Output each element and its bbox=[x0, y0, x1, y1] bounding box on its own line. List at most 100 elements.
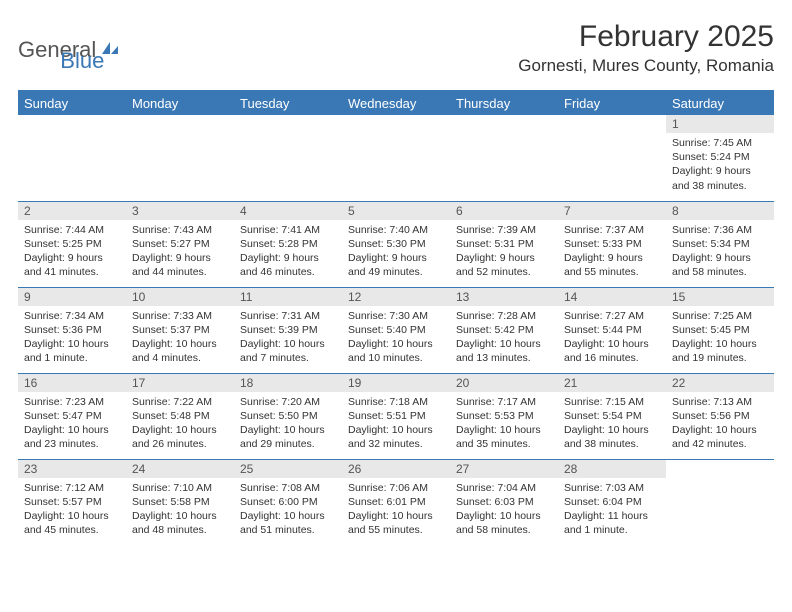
weekday-header: Sunday bbox=[18, 91, 126, 115]
day-number: 10 bbox=[126, 288, 234, 306]
day-cell: 13Sunrise: 7:28 AMSunset: 5:42 PMDayligh… bbox=[450, 287, 558, 373]
day-cell: 22Sunrise: 7:13 AMSunset: 5:56 PMDayligh… bbox=[666, 373, 774, 459]
day-cell: 1Sunrise: 7:45 AMSunset: 5:24 PMDaylight… bbox=[666, 115, 774, 201]
day-cell: 9Sunrise: 7:34 AMSunset: 5:36 PMDaylight… bbox=[18, 287, 126, 373]
day-number: 15 bbox=[666, 288, 774, 306]
day-details: Sunrise: 7:34 AMSunset: 5:36 PMDaylight:… bbox=[18, 306, 126, 370]
weekday-header: Tuesday bbox=[234, 91, 342, 115]
header: General Blue February 2025 Gornesti, Mur… bbox=[18, 20, 774, 76]
empty-cell bbox=[666, 459, 774, 545]
day-details: Sunrise: 7:23 AMSunset: 5:47 PMDaylight:… bbox=[18, 392, 126, 456]
weekday-header: Friday bbox=[558, 91, 666, 115]
day-details: Sunrise: 7:36 AMSunset: 5:34 PMDaylight:… bbox=[666, 220, 774, 284]
day-details: Sunrise: 7:40 AMSunset: 5:30 PMDaylight:… bbox=[342, 220, 450, 284]
day-number: 13 bbox=[450, 288, 558, 306]
day-details: Sunrise: 7:31 AMSunset: 5:39 PMDaylight:… bbox=[234, 306, 342, 370]
day-details: Sunrise: 7:27 AMSunset: 5:44 PMDaylight:… bbox=[558, 306, 666, 370]
day-number: 22 bbox=[666, 374, 774, 392]
location: Gornesti, Mures County, Romania bbox=[518, 56, 774, 76]
day-cell: 23Sunrise: 7:12 AMSunset: 5:57 PMDayligh… bbox=[18, 459, 126, 545]
weekday-header: Monday bbox=[126, 91, 234, 115]
weekday-header: Thursday bbox=[450, 91, 558, 115]
empty-cell bbox=[450, 115, 558, 201]
calendar-row: 2Sunrise: 7:44 AMSunset: 5:25 PMDaylight… bbox=[18, 201, 774, 287]
day-details: Sunrise: 7:37 AMSunset: 5:33 PMDaylight:… bbox=[558, 220, 666, 284]
weekday-header-row: Sunday Monday Tuesday Wednesday Thursday… bbox=[18, 91, 774, 115]
day-cell: 19Sunrise: 7:18 AMSunset: 5:51 PMDayligh… bbox=[342, 373, 450, 459]
day-details: Sunrise: 7:15 AMSunset: 5:54 PMDaylight:… bbox=[558, 392, 666, 456]
day-number: 25 bbox=[234, 460, 342, 478]
day-number: 19 bbox=[342, 374, 450, 392]
day-details: Sunrise: 7:43 AMSunset: 5:27 PMDaylight:… bbox=[126, 220, 234, 284]
empty-cell bbox=[18, 115, 126, 201]
weekday-header: Wednesday bbox=[342, 91, 450, 115]
day-cell: 8Sunrise: 7:36 AMSunset: 5:34 PMDaylight… bbox=[666, 201, 774, 287]
day-cell: 4Sunrise: 7:41 AMSunset: 5:28 PMDaylight… bbox=[234, 201, 342, 287]
day-details: Sunrise: 7:45 AMSunset: 5:24 PMDaylight:… bbox=[666, 133, 774, 197]
day-number: 17 bbox=[126, 374, 234, 392]
day-cell: 24Sunrise: 7:10 AMSunset: 5:58 PMDayligh… bbox=[126, 459, 234, 545]
day-number: 27 bbox=[450, 460, 558, 478]
day-cell: 18Sunrise: 7:20 AMSunset: 5:50 PMDayligh… bbox=[234, 373, 342, 459]
day-number: 21 bbox=[558, 374, 666, 392]
calendar-row: 16Sunrise: 7:23 AMSunset: 5:47 PMDayligh… bbox=[18, 373, 774, 459]
day-number: 24 bbox=[126, 460, 234, 478]
day-details: Sunrise: 7:03 AMSunset: 6:04 PMDaylight:… bbox=[558, 478, 666, 542]
day-number: 20 bbox=[450, 374, 558, 392]
day-cell: 11Sunrise: 7:31 AMSunset: 5:39 PMDayligh… bbox=[234, 287, 342, 373]
day-cell: 15Sunrise: 7:25 AMSunset: 5:45 PMDayligh… bbox=[666, 287, 774, 373]
empty-cell bbox=[126, 115, 234, 201]
calendar-row: 1Sunrise: 7:45 AMSunset: 5:24 PMDaylight… bbox=[18, 115, 774, 201]
day-details: Sunrise: 7:04 AMSunset: 6:03 PMDaylight:… bbox=[450, 478, 558, 542]
day-cell: 25Sunrise: 7:08 AMSunset: 6:00 PMDayligh… bbox=[234, 459, 342, 545]
day-number: 8 bbox=[666, 202, 774, 220]
day-number: 12 bbox=[342, 288, 450, 306]
calendar-body: 1Sunrise: 7:45 AMSunset: 5:24 PMDaylight… bbox=[18, 115, 774, 545]
day-number: 2 bbox=[18, 202, 126, 220]
month-title: February 2025 bbox=[518, 20, 774, 54]
day-number: 6 bbox=[450, 202, 558, 220]
day-details: Sunrise: 7:12 AMSunset: 5:57 PMDaylight:… bbox=[18, 478, 126, 542]
day-number: 14 bbox=[558, 288, 666, 306]
day-cell: 27Sunrise: 7:04 AMSunset: 6:03 PMDayligh… bbox=[450, 459, 558, 545]
day-number: 5 bbox=[342, 202, 450, 220]
day-details: Sunrise: 7:06 AMSunset: 6:01 PMDaylight:… bbox=[342, 478, 450, 542]
day-number: 4 bbox=[234, 202, 342, 220]
day-number: 7 bbox=[558, 202, 666, 220]
day-cell: 21Sunrise: 7:15 AMSunset: 5:54 PMDayligh… bbox=[558, 373, 666, 459]
day-number: 11 bbox=[234, 288, 342, 306]
day-details: Sunrise: 7:33 AMSunset: 5:37 PMDaylight:… bbox=[126, 306, 234, 370]
day-details: Sunrise: 7:39 AMSunset: 5:31 PMDaylight:… bbox=[450, 220, 558, 284]
day-cell: 6Sunrise: 7:39 AMSunset: 5:31 PMDaylight… bbox=[450, 201, 558, 287]
day-cell: 28Sunrise: 7:03 AMSunset: 6:04 PMDayligh… bbox=[558, 459, 666, 545]
day-cell: 20Sunrise: 7:17 AMSunset: 5:53 PMDayligh… bbox=[450, 373, 558, 459]
day-details: Sunrise: 7:41 AMSunset: 5:28 PMDaylight:… bbox=[234, 220, 342, 284]
day-details: Sunrise: 7:10 AMSunset: 5:58 PMDaylight:… bbox=[126, 478, 234, 542]
day-number: 28 bbox=[558, 460, 666, 478]
day-cell: 14Sunrise: 7:27 AMSunset: 5:44 PMDayligh… bbox=[558, 287, 666, 373]
day-number: 23 bbox=[18, 460, 126, 478]
day-details: Sunrise: 7:25 AMSunset: 5:45 PMDaylight:… bbox=[666, 306, 774, 370]
day-cell: 7Sunrise: 7:37 AMSunset: 5:33 PMDaylight… bbox=[558, 201, 666, 287]
day-number: 3 bbox=[126, 202, 234, 220]
day-cell: 2Sunrise: 7:44 AMSunset: 5:25 PMDaylight… bbox=[18, 201, 126, 287]
day-number: 9 bbox=[18, 288, 126, 306]
day-number: 16 bbox=[18, 374, 126, 392]
day-number: 18 bbox=[234, 374, 342, 392]
day-cell: 12Sunrise: 7:30 AMSunset: 5:40 PMDayligh… bbox=[342, 287, 450, 373]
weekday-header: Saturday bbox=[666, 91, 774, 115]
calendar-row: 23Sunrise: 7:12 AMSunset: 5:57 PMDayligh… bbox=[18, 459, 774, 545]
day-details: Sunrise: 7:20 AMSunset: 5:50 PMDaylight:… bbox=[234, 392, 342, 456]
logo-text-blue: Blue bbox=[60, 48, 104, 74]
day-cell: 17Sunrise: 7:22 AMSunset: 5:48 PMDayligh… bbox=[126, 373, 234, 459]
empty-cell bbox=[342, 115, 450, 201]
day-cell: 3Sunrise: 7:43 AMSunset: 5:27 PMDaylight… bbox=[126, 201, 234, 287]
calendar-table: Sunday Monday Tuesday Wednesday Thursday… bbox=[18, 90, 774, 545]
day-details: Sunrise: 7:13 AMSunset: 5:56 PMDaylight:… bbox=[666, 392, 774, 456]
day-details: Sunrise: 7:08 AMSunset: 6:00 PMDaylight:… bbox=[234, 478, 342, 542]
day-details: Sunrise: 7:18 AMSunset: 5:51 PMDaylight:… bbox=[342, 392, 450, 456]
day-details: Sunrise: 7:28 AMSunset: 5:42 PMDaylight:… bbox=[450, 306, 558, 370]
logo: General Blue bbox=[18, 20, 104, 74]
title-block: February 2025 Gornesti, Mures County, Ro… bbox=[518, 20, 774, 76]
day-details: Sunrise: 7:30 AMSunset: 5:40 PMDaylight:… bbox=[342, 306, 450, 370]
